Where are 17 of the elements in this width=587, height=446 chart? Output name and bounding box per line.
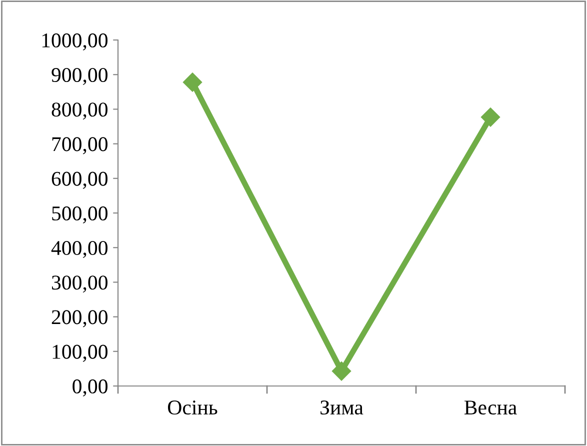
- y-tick-label: 500,00: [52, 206, 108, 224]
- point: [332, 362, 352, 381]
- x-tick-label: Зима: [320, 400, 364, 415]
- x-tick-label: Весна: [464, 400, 517, 415]
- y-tick-label: 400,00: [51, 240, 108, 258]
- point: [182, 72, 202, 92]
- y-tick-label: 300,00: [52, 276, 108, 293]
- y-tick-label: 0,00: [72, 379, 108, 396]
- y-tick-label: 800,00: [52, 102, 108, 120]
- y-tick-label: 700,00: [52, 137, 108, 154]
- point: [480, 108, 500, 127]
- x-tick-label: Осінь: [168, 400, 218, 415]
- y-tick-label: 900,00: [52, 68, 108, 86]
- y-tick-label: 200,00: [52, 310, 108, 328]
- y-tick-label: 600,00: [52, 172, 108, 189]
- y-tick-label: 1000,00: [42, 33, 108, 50]
- y-tick-label: 100,00: [52, 344, 108, 362]
